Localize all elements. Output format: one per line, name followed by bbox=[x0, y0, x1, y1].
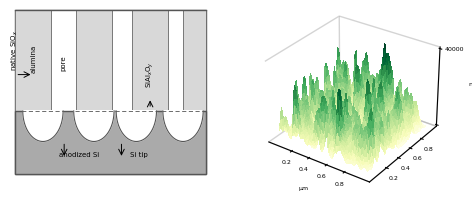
Bar bbox=[76, 10, 112, 111]
Bar bbox=[15, 10, 206, 174]
Polygon shape bbox=[23, 111, 63, 141]
Polygon shape bbox=[74, 111, 114, 141]
Bar bbox=[183, 10, 206, 111]
Polygon shape bbox=[116, 111, 157, 141]
Text: pore: pore bbox=[61, 55, 67, 71]
Text: Si tip: Si tip bbox=[130, 152, 147, 158]
Bar bbox=[15, 111, 206, 174]
Text: alumina: alumina bbox=[30, 45, 36, 73]
Bar bbox=[15, 10, 51, 111]
Polygon shape bbox=[163, 111, 203, 141]
X-axis label: µm: µm bbox=[298, 186, 308, 190]
Text: native SiO$_x$: native SiO$_x$ bbox=[10, 30, 20, 71]
Text: anodized Si: anodized Si bbox=[59, 152, 99, 158]
Bar bbox=[132, 10, 168, 111]
Text: SiAl$_x$O$_y$: SiAl$_x$O$_y$ bbox=[144, 61, 156, 88]
Bar bbox=[15, 10, 206, 111]
